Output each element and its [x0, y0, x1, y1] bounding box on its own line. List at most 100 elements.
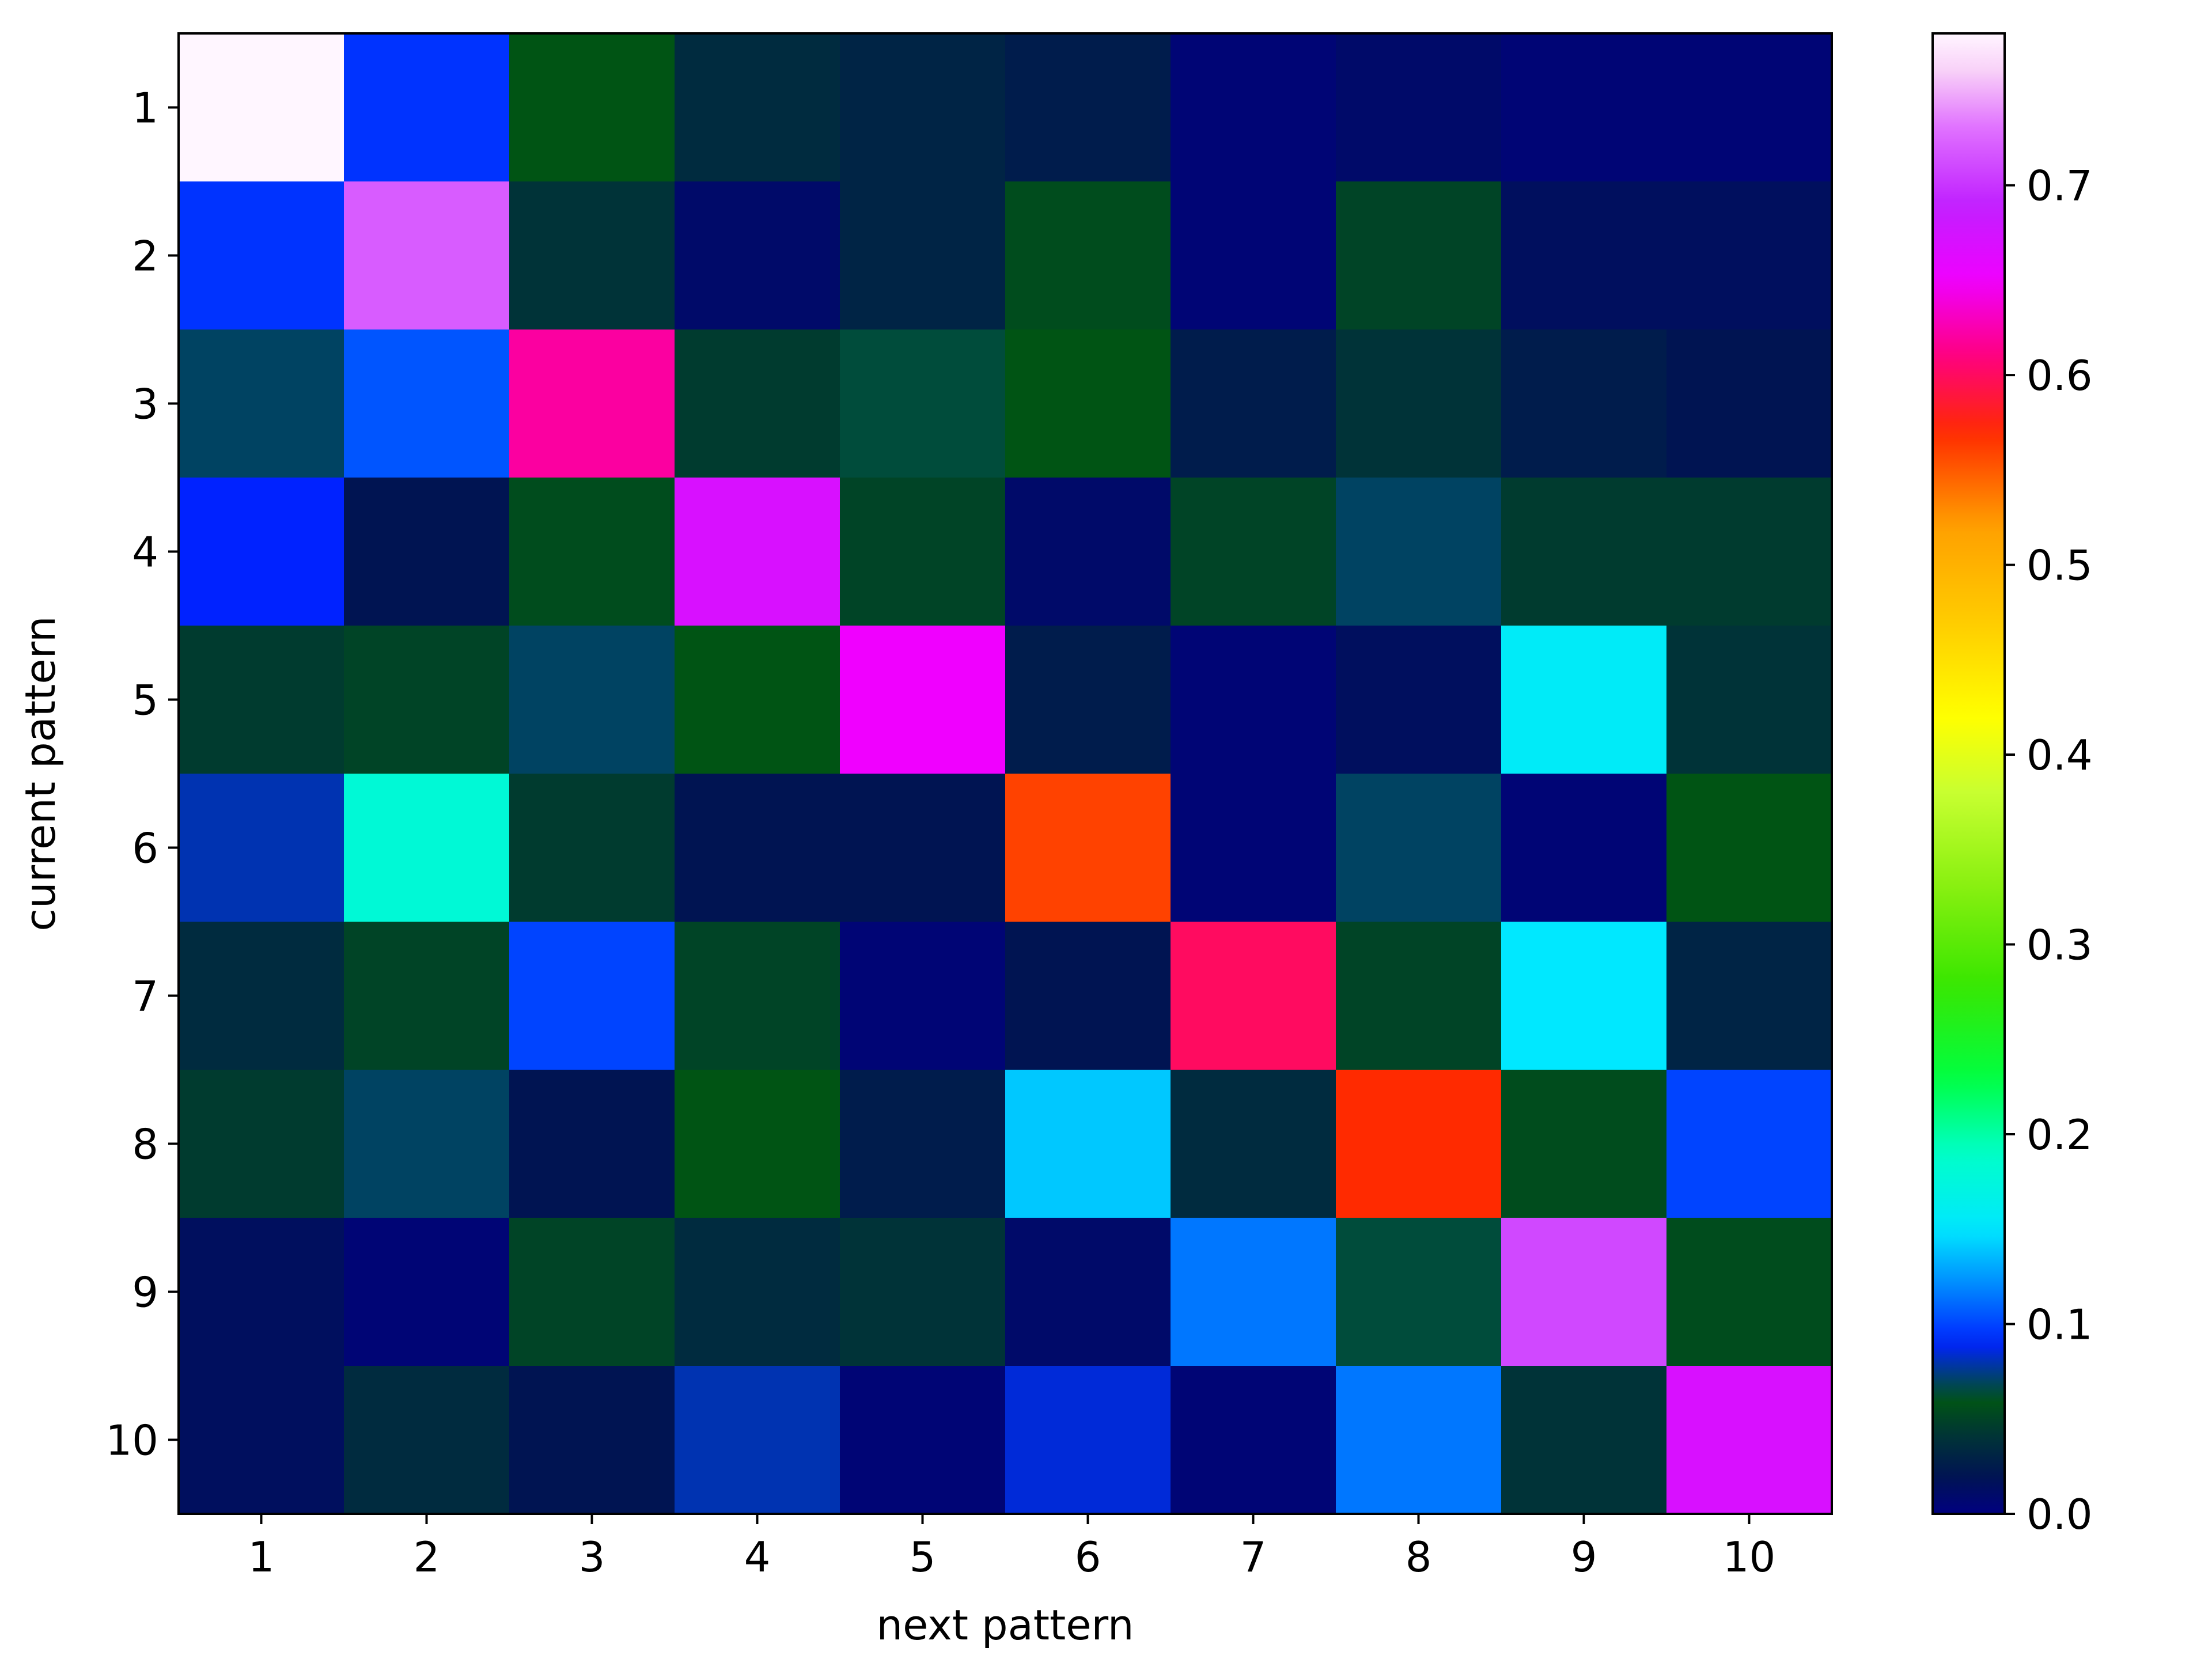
heatmap-cell [840, 1366, 1006, 1514]
heatmap-cell [675, 1070, 840, 1218]
heatmap-cell [344, 478, 510, 626]
heatmap-cell [1501, 1070, 1667, 1218]
heatmap-cell [675, 1218, 840, 1366]
heatmap-cell [344, 181, 510, 330]
heatmap-cell [1005, 922, 1171, 1070]
heatmap-cell [1005, 626, 1171, 774]
heatmap-cell [675, 181, 840, 330]
x-tick-label: 8 [1406, 1533, 1432, 1581]
y-tick-label: 4 [132, 528, 158, 577]
heatmap-cell [179, 329, 344, 478]
x-tick-label: 4 [744, 1533, 771, 1581]
heatmap-cell [509, 478, 675, 626]
heatmap-cell [1501, 1366, 1667, 1514]
heatmap-cell [1336, 922, 1502, 1070]
heatmap-cell [1666, 1218, 1832, 1366]
heatmap-cell [509, 626, 675, 774]
heatmap-cell [675, 774, 840, 922]
heatmap-cell [344, 33, 510, 182]
y-tick-label: 5 [132, 676, 158, 725]
y-tick-label: 2 [132, 232, 158, 281]
heatmap-cell [179, 774, 344, 922]
heatmap-cell [840, 181, 1006, 330]
heatmap-cell [1666, 922, 1832, 1070]
heatmap-cell [1171, 33, 1336, 182]
heatmap-cell [1666, 181, 1832, 330]
heatmap-cell [1501, 181, 1667, 330]
heatmap-cell [840, 626, 1006, 774]
heatmap-cell [1666, 329, 1832, 478]
heatmap-cell [1005, 774, 1171, 922]
heatmap-cell [1005, 181, 1171, 330]
heatmap-cell [675, 626, 840, 774]
heatmap-cell [509, 1070, 675, 1218]
colorbar-frame [1931, 32, 2006, 1515]
heatmap-cell [344, 329, 510, 478]
heatmap-cell [179, 922, 344, 1070]
colorbar-tick-label: 0.0 [2027, 1490, 2093, 1539]
heatmap-cell [1005, 1070, 1171, 1218]
heatmap-cell [840, 478, 1006, 626]
colorbar-tick-label: 0.5 [2027, 541, 2093, 590]
x-tick-label: 1 [248, 1533, 275, 1581]
x-tick-label: 7 [1240, 1533, 1267, 1581]
colorbar-tick-label: 0.4 [2027, 731, 2093, 779]
heatmap-cell [1666, 478, 1832, 626]
heatmap-cell [1336, 1366, 1502, 1514]
heatmap-cell [1171, 626, 1336, 774]
heatmap-cell [1336, 33, 1502, 182]
heatmap-cell [509, 922, 675, 1070]
heatmap-cell [1336, 1218, 1502, 1366]
x-tick-label: 2 [414, 1533, 440, 1581]
heatmap-cell [1666, 33, 1832, 182]
heatmap-cell [1336, 626, 1502, 774]
heatmap-cell [1501, 1218, 1667, 1366]
heatmap-cell [1666, 774, 1832, 922]
heatmap-cell [1666, 1070, 1832, 1218]
colorbar-tick-label: 0.1 [2027, 1301, 2093, 1349]
heatmap-cell [1171, 181, 1336, 330]
y-tick-label: 3 [132, 380, 158, 429]
heatmap-cell [1171, 922, 1336, 1070]
heatmap-cell [179, 181, 344, 330]
heatmap-cell [509, 1366, 675, 1514]
heatmap-cell [179, 1218, 344, 1366]
heatmap-cell [179, 626, 344, 774]
colorbar-ticks: 0.0 0.1 0.2 0.3 0.4 0.5 0.6 0.7 [2005, 162, 2093, 1539]
heatmap-cell [1336, 181, 1502, 330]
heatmap-cell [344, 1218, 510, 1366]
heatmap-cell [840, 922, 1006, 1070]
heatmap-cells [179, 33, 1832, 1514]
heatmap-cell [179, 33, 344, 182]
y-tick-label: 1 [132, 84, 158, 132]
heatmap-cell [1005, 1366, 1171, 1514]
heatmap-cell [344, 1366, 510, 1514]
heatmap-cell [1171, 478, 1336, 626]
heatmap-cell [840, 33, 1006, 182]
heatmap-cell [509, 774, 675, 922]
heatmap-cell [1171, 1366, 1336, 1514]
heatmap-cell [1666, 1366, 1832, 1514]
heatmap-cell [1005, 478, 1171, 626]
colorbar-tick-label: 0.6 [2027, 351, 2093, 400]
x-tick-label: 9 [1571, 1533, 1597, 1581]
heatmap-cell [344, 774, 510, 922]
colorbar [1933, 33, 2005, 1514]
heatmap-cell [840, 774, 1006, 922]
heatmap-cell [675, 922, 840, 1070]
heatmap-cell [1666, 626, 1832, 774]
x-axis-label: next pattern [877, 1601, 1134, 1649]
heatmap-cell [675, 33, 840, 182]
x-tick-label: 6 [1075, 1533, 1101, 1581]
heatmap-cell [509, 181, 675, 330]
heatmap-cell [1501, 478, 1667, 626]
heatmap-cell [1501, 922, 1667, 1070]
y-tick-label: 9 [132, 1268, 158, 1317]
heatmap-cell [840, 1070, 1006, 1218]
heatmap-cell [675, 1366, 840, 1514]
heatmap-cell [179, 1070, 344, 1218]
x-tick-label: 5 [910, 1533, 936, 1581]
heatmap-cell [509, 329, 675, 478]
heatmap-cell [509, 1218, 675, 1366]
